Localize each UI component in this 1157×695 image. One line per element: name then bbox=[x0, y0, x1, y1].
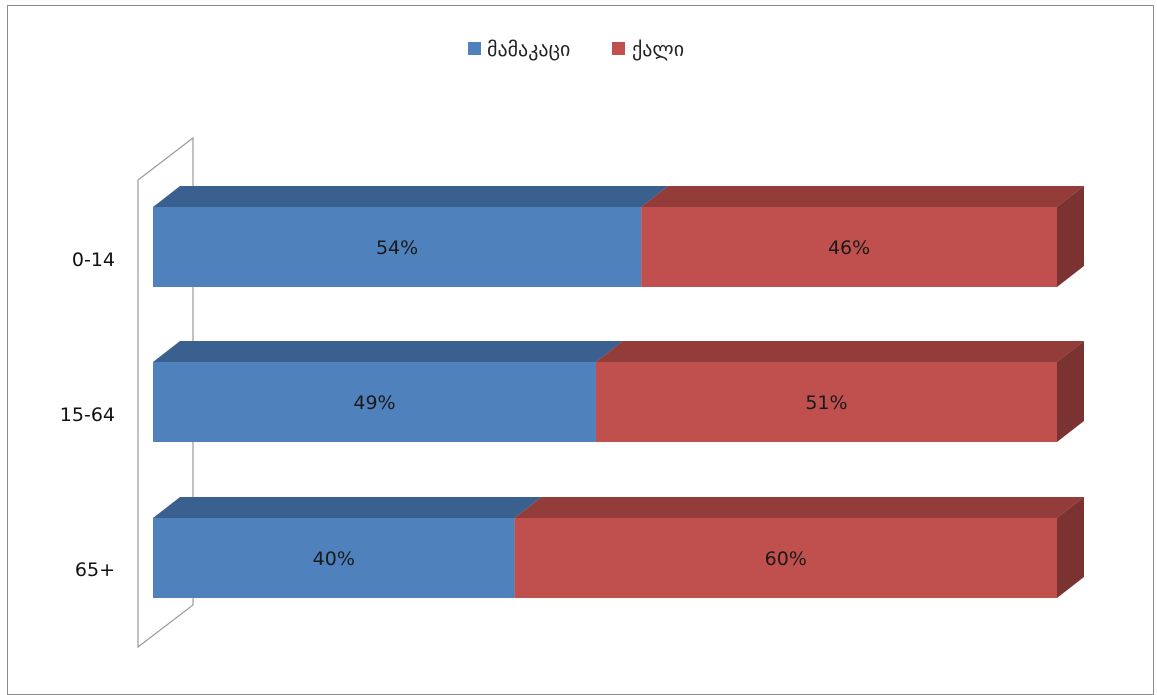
category-label-0-14: 0-14 bbox=[72, 249, 115, 271]
bar-top-0-1 bbox=[153, 341, 623, 362]
data-label-female-15-64: 51% bbox=[805, 392, 847, 414]
category-labels: 0-14 15-64 65+ bbox=[60, 249, 115, 581]
legend-swatch-male bbox=[468, 42, 481, 55]
legend-swatch-female bbox=[612, 42, 625, 55]
category-label-65plus: 65+ bbox=[75, 559, 115, 581]
bar-female-65+ bbox=[514, 518, 1057, 598]
bar-top-0-2 bbox=[153, 497, 542, 518]
bar-side-0 bbox=[1057, 186, 1084, 287]
bar-top-1-2 bbox=[514, 497, 1084, 518]
bar-female-0-14 bbox=[641, 207, 1057, 287]
bars-group: 54% 46% 49% 51% 40% 60% bbox=[153, 186, 1084, 598]
stacked-bar-chart: მამაკაცი ქალი 54% 46% 49% 51% 40% 60% 0-14 15… bbox=[60, 37, 1084, 649]
bar-female-15-64 bbox=[595, 362, 1057, 442]
legend-label-male: მამაკაცი bbox=[487, 37, 570, 61]
bar-top-1-1 bbox=[595, 341, 1084, 362]
bar-top-0-0 bbox=[153, 186, 669, 207]
legend-label-female: ქალი bbox=[632, 37, 684, 61]
data-label-female-65+: 60% bbox=[765, 548, 807, 570]
legend: მამაკაცი ქალი bbox=[468, 37, 684, 61]
bar-side-1 bbox=[1057, 341, 1084, 442]
bar-male-15-64 bbox=[153, 362, 596, 442]
bar-side-2 bbox=[1057, 497, 1084, 598]
data-label-male-0-14: 54% bbox=[376, 237, 418, 259]
bar-male-65+ bbox=[153, 518, 515, 598]
data-label-female-0-14: 46% bbox=[828, 237, 870, 259]
data-label-male-15-64: 49% bbox=[353, 392, 395, 414]
category-label-15-64: 15-64 bbox=[60, 404, 115, 426]
category-axis-wall bbox=[137, 136, 194, 649]
data-label-male-65+: 40% bbox=[313, 548, 355, 570]
bar-male-0-14 bbox=[153, 207, 642, 287]
bar-top-1-0 bbox=[641, 186, 1084, 207]
